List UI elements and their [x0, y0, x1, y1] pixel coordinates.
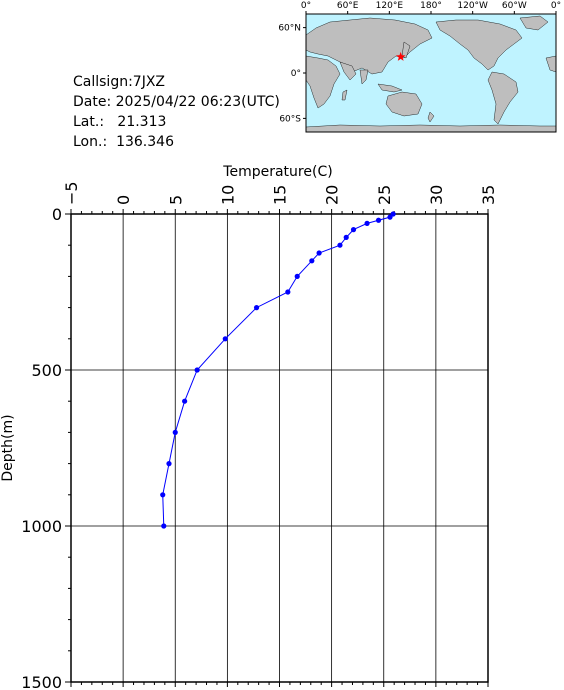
data-point — [285, 289, 291, 295]
x-tick-label: 10 — [218, 185, 237, 205]
data-point — [160, 492, 166, 498]
data-point — [294, 273, 300, 279]
lat-line: Lat.: 21.313 — [73, 112, 280, 132]
data-point — [350, 227, 357, 233]
x-tick-label: −5 — [62, 181, 81, 205]
land-eurasia — [305, 17, 433, 75]
data-point — [337, 242, 343, 248]
map-lat-ticks: 60°N 0° 60°S — [278, 24, 306, 124]
y-axis-label: Depth(m) — [0, 414, 16, 481]
lat-value: 21.313 — [117, 114, 167, 130]
lon-label: Lon.: — [73, 134, 108, 150]
map-lon-tick-label: 0° — [551, 1, 561, 11]
chart-axes — [65, 209, 489, 687]
x-tick-labels: −5 0 5 10 15 20 25 30 35 — [62, 181, 498, 205]
map-lon-tick-label: 120°E — [376, 1, 404, 11]
temperature-profile-points — [160, 211, 396, 529]
map-lon-ticks: 0° 60°E 120°E 180° 120°W 60°W 0° — [301, 1, 561, 14]
x-tick-label: 15 — [271, 185, 290, 205]
x-tick-label: 0 — [114, 195, 133, 205]
map-lat-tick-label: 60°S — [279, 114, 301, 124]
map-lon-tick-label: 120°W — [457, 1, 488, 11]
date-value: 2025/04/22 06:23(UTC) — [115, 94, 280, 110]
map-lat-tick-label: 60°N — [278, 24, 301, 34]
callsign-value: 7JXZ — [132, 74, 166, 90]
callsign-line: Callsign:7JXZ — [73, 72, 280, 92]
map-lat-tick-label: 0° — [291, 69, 301, 79]
x-tick-label: 25 — [375, 185, 394, 205]
data-point — [253, 305, 260, 311]
date-label: Date: — [73, 94, 112, 110]
y-tick-label: 0 — [52, 205, 62, 224]
station-info: Callsign:7JXZ Date: 2025/04/22 06:23(UTC… — [73, 72, 280, 152]
map-lon-tick-label: 60°W — [502, 1, 527, 11]
data-point — [309, 258, 315, 264]
data-point — [387, 214, 393, 220]
x-tick-label: 5 — [166, 195, 185, 205]
y-tick-labels: 0 500 1000 1500 — [21, 205, 62, 690]
x-tick-label: 30 — [427, 185, 446, 205]
land-south-america — [487, 71, 519, 125]
data-point — [316, 250, 322, 256]
land-north-america — [435, 19, 523, 71]
data-point — [364, 220, 370, 226]
station-marker-icon — [395, 51, 406, 61]
world-map: 0° 60°E 120°E 180° 120°W 60°W 0° 60°N 0° 60°S — [278, 1, 561, 133]
x-tick-label: 35 — [479, 185, 498, 205]
data-point — [343, 234, 349, 240]
lon-line: Lon.: 136.346 — [73, 132, 280, 152]
chart-grid — [70, 213, 489, 683]
land-greenland — [519, 15, 549, 31]
data-point — [161, 523, 167, 529]
y-tick-label: 1000 — [21, 517, 62, 536]
x-axis-label: Temperature(C) — [222, 164, 332, 180]
map-land — [305, 15, 557, 133]
land-madagascar — [341, 89, 348, 101]
callsign-label: Callsign: — [73, 74, 133, 90]
date-line: Date: 2025/04/22 06:23(UTC) — [73, 92, 280, 112]
lat-label: Lat.: — [73, 114, 105, 130]
land-indonesia — [377, 83, 403, 93]
land-new-zealand — [427, 111, 435, 123]
data-point — [194, 367, 200, 373]
data-point — [222, 336, 228, 342]
land-japan — [401, 41, 411, 59]
land-africa — [305, 55, 341, 109]
x-tick-label: 20 — [323, 185, 342, 205]
land-arabia-india — [339, 61, 369, 85]
data-point — [172, 429, 178, 435]
data-point — [375, 217, 382, 223]
lon-value: 136.346 — [116, 134, 174, 150]
land-antarctica — [305, 124, 557, 133]
map-lon-tick-label: 180° — [420, 1, 442, 11]
y-tick-label: 500 — [31, 361, 62, 380]
land-australia — [385, 91, 423, 117]
map-lon-tick-label: 60°E — [337, 1, 359, 11]
map-lon-tick-label: 0° — [301, 1, 311, 11]
y-tick-label: 1500 — [21, 673, 62, 690]
data-point — [182, 398, 188, 404]
data-point — [166, 461, 172, 467]
